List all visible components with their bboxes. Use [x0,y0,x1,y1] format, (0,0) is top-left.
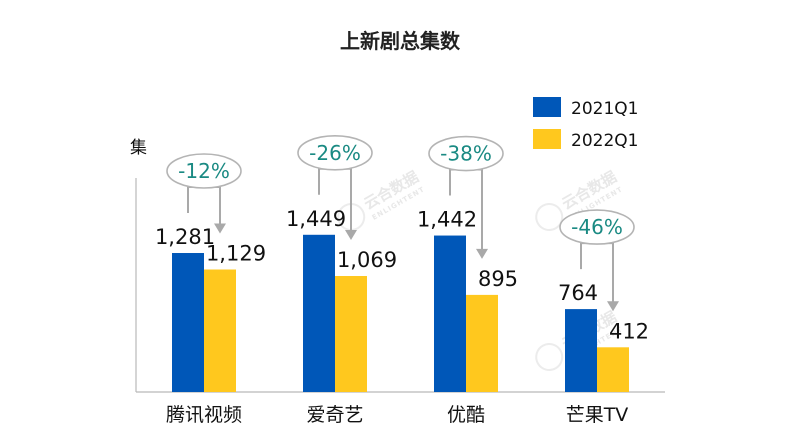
bar-2021Q1-3 [565,309,597,392]
change-label-1: -26% [309,141,361,165]
value-label-2022Q1-3: 412 [609,319,649,343]
value-label-2021Q1-3: 764 [558,281,598,305]
value-label-2021Q1-1: 1,449 [286,207,346,231]
change-arrow-line-0 [187,186,221,226]
change-label-2: -38% [440,142,492,166]
bar-2022Q1-2 [466,294,498,392]
legend-swatch-2022Q1 [533,129,561,149]
legend-swatch-2021Q1 [533,97,561,117]
change-label-3: -46% [571,215,623,239]
category-label-2: 优酷 [447,404,485,426]
value-label-2022Q1-0: 1,129 [206,242,266,266]
y-axis-label: 集 [130,138,147,158]
change-arrow-head-1 [345,230,357,241]
change-arrow-head-2 [476,248,488,259]
watermark-1: 云合数据 ENLIGHTENT [337,168,426,231]
chart-title: 上新剧总集数 [340,29,461,53]
value-label-2021Q1-2: 1,442 [417,208,477,232]
change-oval-0 [166,153,242,189]
change-oval-3 [559,209,635,245]
bar-2021Q1-1 [303,234,335,392]
bar-2022Q1-0 [204,269,236,392]
legend-label-2021Q1: 2021Q1 [571,99,638,119]
legend: 2021Q1 2022Q1 [533,97,638,151]
change-arrow-head-0 [214,223,226,234]
bar-2022Q1-3 [597,347,629,392]
changes-group: -12% -26% -38% -46% [166,134,635,312]
change-oval-2 [428,135,504,172]
bar-2021Q1-2 [434,235,466,392]
value-label-2021Q1-0: 1,281 [155,225,215,249]
value-label-2022Q1-2: 895 [478,267,518,291]
change-label-0: -12% [178,159,230,183]
bar-2021Q1-0 [172,253,204,392]
category-label-1: 爱奇艺 [306,404,363,426]
category-label-3: 芒果TV [566,404,629,426]
bar-2022Q1-1 [335,276,367,392]
category-label-0: 腾讯视频 [166,404,242,426]
legend-label-2022Q1: 2022Q1 [571,131,638,151]
value-label-2022Q1-1: 1,069 [337,248,397,272]
bars-group [172,234,629,392]
change-arrow-head-3 [607,301,619,312]
change-oval-1 [297,134,373,171]
